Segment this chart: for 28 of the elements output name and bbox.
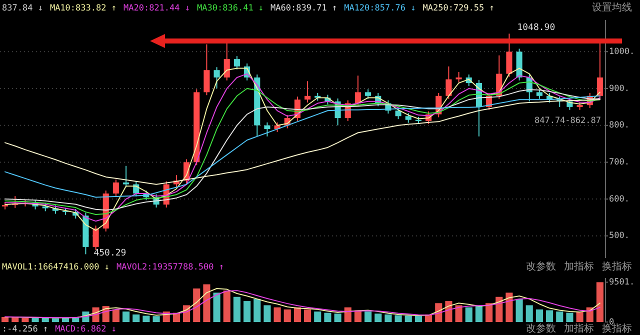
text: 换指标 bbox=[602, 260, 632, 273]
text: MA20:821.44 ↓ bbox=[123, 3, 190, 14]
text: 设置均线 bbox=[592, 2, 632, 14]
text: MA10:833.82 ↑ bbox=[50, 3, 116, 14]
text: MACD:6.862 ↓ bbox=[55, 324, 116, 334]
y-tick-label: 900. bbox=[609, 84, 630, 94]
y-tick-label: 1000. bbox=[609, 47, 635, 58]
text: 加指标 bbox=[564, 260, 594, 273]
text: 换指标 bbox=[602, 322, 632, 335]
y-tick-label: 700. bbox=[609, 158, 630, 168]
text: MA30:836.41 ↓ bbox=[197, 3, 264, 14]
text: MAVOL2:19357788.500 ↑ bbox=[116, 262, 224, 272]
y-tick-label: 500. bbox=[609, 231, 630, 242]
text: 加指标 bbox=[564, 322, 594, 335]
text: MA250:729.55 ↑ bbox=[422, 3, 494, 14]
text: 改参数 bbox=[526, 322, 556, 335]
text: 改参数 bbox=[526, 260, 556, 273]
text: MAVOL1:16647416.000 ↓ bbox=[2, 262, 110, 272]
annotation: 1048.90 bbox=[517, 23, 556, 34]
annotation: 450.29 bbox=[94, 248, 126, 259]
text: :-4.256 ↑ bbox=[2, 324, 48, 334]
y-tick-label: 800. bbox=[609, 120, 630, 131]
y-tick-label: 9501. bbox=[609, 278, 635, 288]
text: MA60:839.71 ↑ bbox=[270, 3, 338, 14]
y-tick-label: 600. bbox=[609, 194, 630, 204]
annotation: 847.74-862.87 bbox=[534, 116, 601, 126]
text: MA120:857.76 ↓ bbox=[344, 3, 416, 14]
text: 837.84 ↓ bbox=[2, 3, 43, 14]
